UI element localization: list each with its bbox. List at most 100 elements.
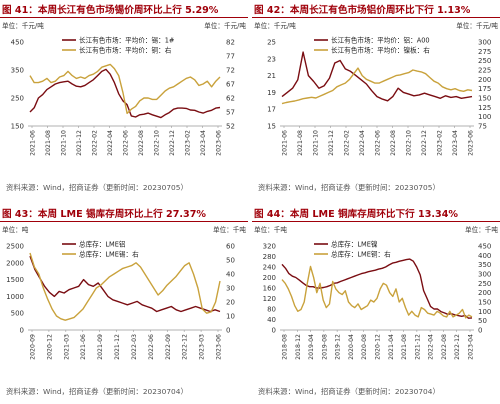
- y-tick-label: 450: [11, 39, 24, 47]
- y-tick-label: 19: [267, 89, 276, 97]
- panel-aluminum-price: 图 42：本周长江有色市场铝价周环比下行 1.13% 单位：千元/吨 单位：千元/…: [252, 0, 500, 200]
- y2-tick-label: 50: [478, 317, 487, 325]
- y-tick-label: 2000: [6, 259, 24, 267]
- title-rule: [252, 221, 500, 222]
- chart-title: 图 42：本周长江有色市场铝价周环比下行 1.13%: [254, 5, 471, 16]
- panel-tin-inventory: 图 43：本周 LME 锡库存周环比上行 27.37% 单位：吨 单位：千吨 0 50…: [0, 204, 248, 404]
- x-tick-label: 2021-06: [282, 130, 289, 156]
- y2-tick-label: 30: [226, 285, 235, 293]
- legend-label-0: 长江有色市场：平均价：铝：A00: [331, 36, 430, 45]
- x-tick-label: 2022-06: [148, 334, 155, 360]
- y-tick-label: 0: [20, 327, 24, 335]
- y2-tick-label: 60: [226, 243, 235, 251]
- y2-tick-label: 67: [226, 81, 235, 89]
- unit-left-label: 单位：千吨: [254, 225, 287, 234]
- y2-tick-label: 350: [478, 261, 491, 269]
- y2-tick-label: 77: [226, 53, 235, 61]
- x-tick-label: 2022-04: [428, 334, 435, 360]
- x-tick-label: 2021-06: [80, 334, 87, 360]
- y2-tick-label: 150: [478, 299, 491, 307]
- y2-tick-label: 0: [226, 327, 230, 335]
- x-tick-label: 2022-02: [344, 130, 351, 156]
- y2-tick-label: 200: [478, 289, 491, 297]
- y2-tick-label: 450: [478, 243, 491, 251]
- y2-tick-label: 100: [478, 308, 491, 316]
- y-tick-label: 150: [11, 123, 24, 131]
- x-tick-label: 2019-08: [321, 334, 328, 360]
- legend-label-1: 长江有色市场：平均价：镍板：右: [331, 46, 430, 55]
- y-tick-label: 280: [263, 253, 276, 261]
- x-tick-label: 2023-06: [468, 130, 475, 156]
- x-tick-label: 2019-04: [308, 334, 315, 360]
- x-tick-label: 2021-08: [297, 130, 304, 156]
- x-tick-label: 2021-12: [328, 130, 335, 156]
- y-tick-label: 160: [263, 285, 276, 293]
- x-tick-label: 2022-08: [390, 130, 397, 156]
- x-tick-label: 2021-10: [313, 130, 320, 156]
- y2-tick-label: 150: [478, 95, 491, 103]
- unit-right-label: 单位：千元/吨: [456, 21, 498, 30]
- y2-tick-label: 250: [478, 280, 491, 288]
- series-line-0: [29, 68, 221, 119]
- panel-tin-price: 图 41：本周长江有色市场锡价周环比上行 5.29% 单位：千元/吨 单位：千元/…: [0, 0, 248, 200]
- x-tick-label: 2021-12: [76, 130, 83, 156]
- y2-tick-label: 82: [226, 39, 235, 47]
- y2-tick-label: 10: [226, 313, 235, 321]
- y-tick-label: 500: [11, 310, 24, 318]
- y2-tick-label: 57: [226, 109, 235, 117]
- unit-right-label: 单位：千吨: [465, 225, 498, 234]
- y2-tick-label: 225: [478, 67, 491, 75]
- x-tick-label: 2022-08: [441, 334, 448, 360]
- x-tick-label: 2022-08: [138, 130, 145, 156]
- chart-svg-copper-inventory: 单位：千吨 单位：千吨 0 40 80 120 160 200 240 280 320 0 501001…: [254, 225, 498, 360]
- x-tick-label: 2018-08: [282, 334, 289, 360]
- x-tick-label: 2022-12: [454, 334, 461, 360]
- unit-left-label: 单位：吨: [2, 225, 29, 234]
- x-tick-label: 2021-12: [414, 334, 421, 360]
- chart-svg-tin-price: 单位：千元/吨 单位：千元/吨 150 250 350 450 52 57 62 67 72 77 82…: [2, 21, 246, 156]
- series-line-1: [29, 252, 221, 321]
- y-tick-label: 23: [267, 55, 276, 63]
- x-tick-label: 2022-10: [406, 130, 413, 156]
- x-tick-label: 2020-04: [348, 334, 355, 360]
- unit-right-label: 单位：千吨: [213, 225, 246, 234]
- unit-right-label: 单位：千元/吨: [204, 21, 246, 30]
- legend-label-0: 总库存：LME铝: [79, 240, 126, 249]
- y-tick-label: 350: [11, 67, 24, 75]
- x-tick-label: 2023-04: [452, 130, 459, 156]
- source-note: 资料来源：Wind，招商证券（更新时间：20230705）: [6, 183, 188, 192]
- x-tick-label: 2022-03: [131, 334, 138, 360]
- title-rule: [0, 221, 248, 222]
- x-tick-label: 2019-12: [335, 334, 342, 360]
- legend-label-0: 总库存：LME镍: [331, 240, 378, 249]
- y-tick-label: 1000: [6, 293, 24, 301]
- unit-left-label: 单位：千元/吨: [254, 21, 296, 30]
- x-tick-label: 2022-12: [421, 130, 428, 156]
- x-tick-label: 2022-12: [182, 334, 189, 360]
- x-tick-label: 2022-12: [169, 130, 176, 156]
- x-tick-label: 2023-03: [199, 334, 206, 360]
- y-tick-label: 2500: [6, 243, 24, 251]
- chart-svg-tin-inventory: 单位：吨 单位：千吨 0 500 1000 1500 2000 2500 0 10 20 30 40 50…: [2, 225, 246, 360]
- y2-tick-label: 300: [478, 39, 491, 47]
- chart-title: 图 41：本周长江有色市场锡价周环比上行 5.29%: [2, 5, 219, 16]
- x-tick-label: 2018-12: [295, 334, 302, 360]
- y-tick-label: 21: [267, 72, 276, 80]
- y2-tick-label: 175: [478, 85, 491, 93]
- series-line-1: [281, 67, 473, 105]
- x-tick-label: 2022-10: [154, 130, 161, 156]
- x-tick-label: 2021-06: [30, 130, 37, 156]
- y-tick-label: 0: [272, 327, 276, 335]
- y2-tick-label: 400: [478, 252, 491, 260]
- x-tick-label: 2020-08: [361, 334, 368, 360]
- series-line-1: [29, 63, 221, 115]
- y-tick-label: 1500: [6, 276, 24, 284]
- x-tick-label: 2022-06: [375, 130, 382, 156]
- series-line-0: [29, 255, 221, 313]
- source-note: 资料来源：Wind，招商证券（更新时间：20230705）: [258, 183, 440, 192]
- x-tick-label: 2020-09: [30, 334, 37, 360]
- x-tick-label: 2021-12: [114, 334, 121, 360]
- chart-title: 图 43：本周 LME 锡库存周环比上行 27.37%: [2, 209, 207, 220]
- x-tick-label: 2022-02: [92, 130, 99, 156]
- y-tick-label: 40: [267, 316, 276, 324]
